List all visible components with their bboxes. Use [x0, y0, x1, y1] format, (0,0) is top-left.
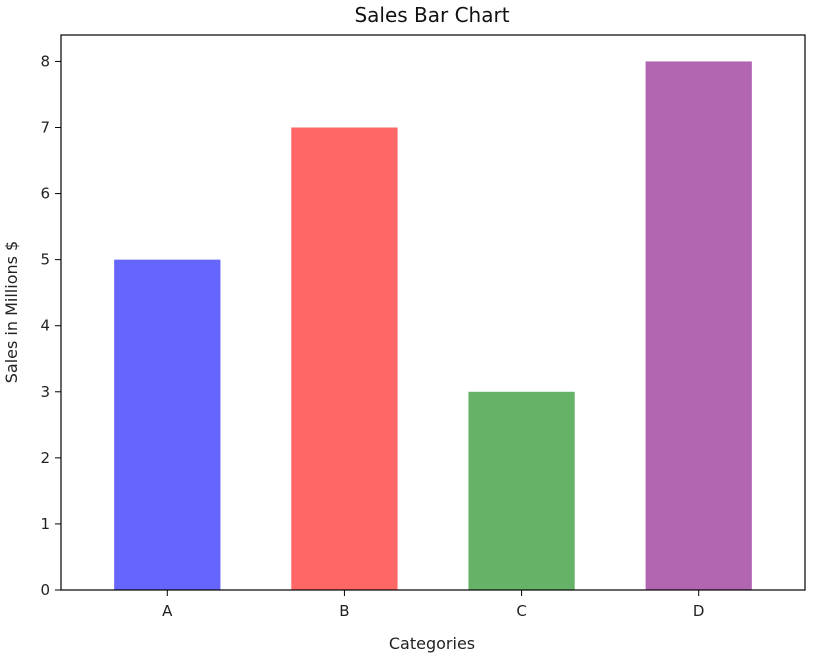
- y-axis-label: Sales in Millions $: [2, 241, 21, 383]
- bar-D: [645, 61, 752, 590]
- y-axis-ticks: 0 1 2 3 4 5 6 7 8: [40, 52, 61, 599]
- y-tick-label: 2: [40, 449, 50, 467]
- bar-C: [468, 391, 575, 590]
- y-tick-label: 5: [40, 251, 50, 269]
- y-tick-label: 1: [40, 515, 50, 533]
- y-tick-label: 8: [40, 52, 50, 70]
- x-tick-label: B: [339, 602, 349, 620]
- y-tick-label: 6: [40, 185, 50, 203]
- bars-group: [114, 61, 752, 590]
- x-axis-label: Categories: [389, 634, 475, 653]
- chart-title: Sales Bar Chart: [354, 3, 509, 27]
- bar-B: [291, 127, 398, 590]
- x-axis-ticks: A B C D: [162, 590, 704, 620]
- x-tick-label: D: [693, 602, 705, 620]
- x-tick-label: A: [162, 602, 173, 620]
- y-tick-label: 0: [40, 581, 50, 599]
- x-tick-label: C: [516, 602, 526, 620]
- y-tick-label: 3: [40, 383, 50, 401]
- y-tick-label: 7: [40, 119, 50, 137]
- plot-frame: [60, 34, 806, 591]
- y-tick-label: 4: [40, 317, 50, 335]
- bar-A: [114, 259, 221, 590]
